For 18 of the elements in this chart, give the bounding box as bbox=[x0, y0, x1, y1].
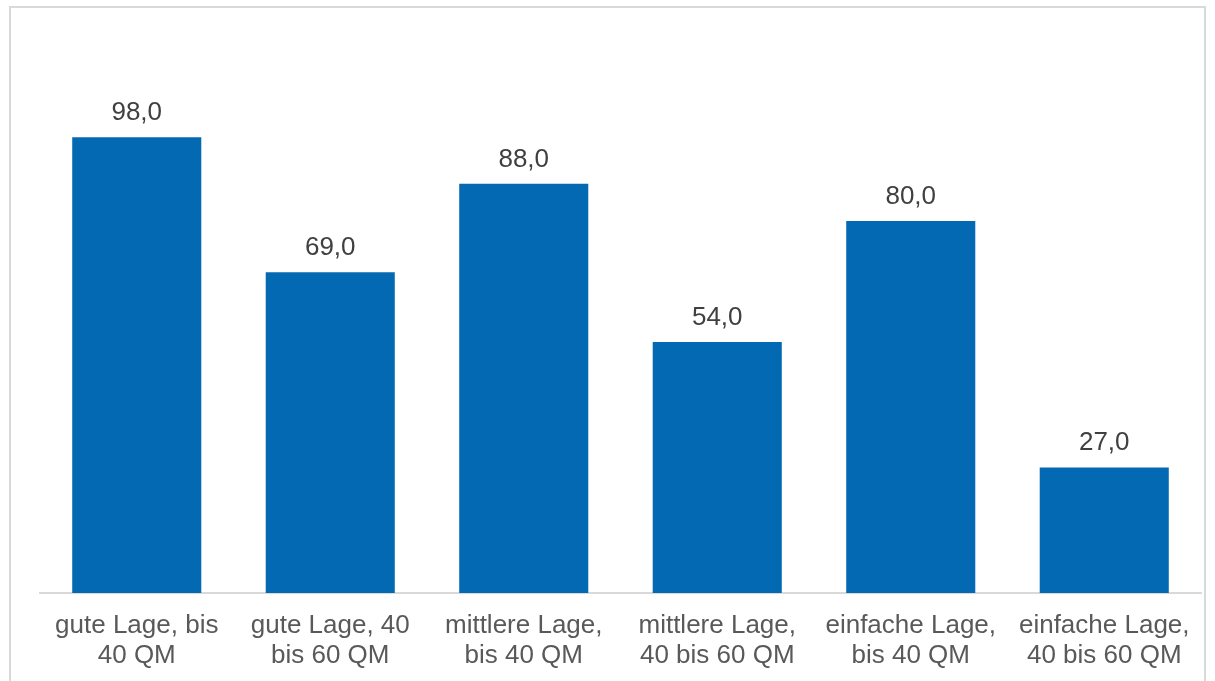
bar bbox=[459, 183, 589, 593]
data-label: 69,0 bbox=[304, 231, 356, 262]
bar bbox=[846, 221, 976, 593]
x-tick-label: mittlere Lage, 40 bis 60 QM bbox=[638, 609, 797, 670]
data-label: 80,0 bbox=[885, 180, 937, 210]
data-label: 98,0 bbox=[111, 96, 163, 127]
data-label: 88,0 bbox=[498, 142, 550, 173]
bar bbox=[1039, 467, 1169, 593]
data-label: 27,0 bbox=[1078, 426, 1130, 457]
x-tick-label: gute Lage, bis 40 QM bbox=[55, 609, 219, 670]
bar bbox=[265, 272, 395, 593]
data-label: 54,0 bbox=[691, 300, 743, 331]
x-tick-label: einfache Lage, bis 40 QM bbox=[825, 609, 997, 670]
bar bbox=[72, 137, 202, 593]
x-tick-label: mittlere Lage, bis 40 QM bbox=[444, 609, 603, 670]
x-tick-label: gute Lage, 40 bis 60 QM bbox=[250, 609, 410, 670]
x-tick-label: einfache Lage, 40 bis 60 QM bbox=[1018, 609, 1190, 670]
bar bbox=[652, 341, 782, 593]
